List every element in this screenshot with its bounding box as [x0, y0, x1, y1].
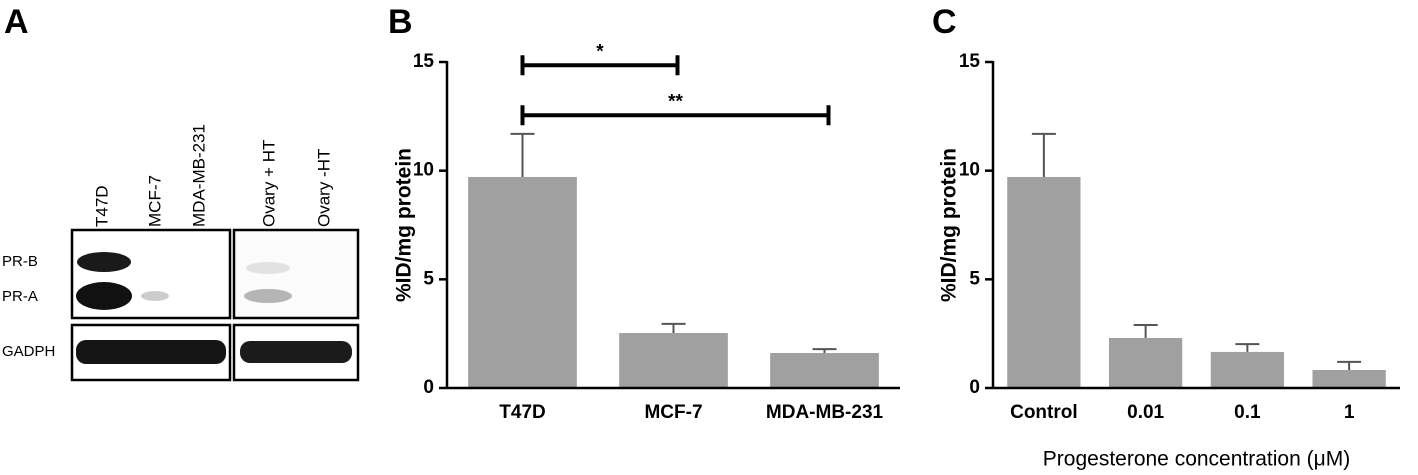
y-tick-label: 5 — [423, 268, 434, 289]
band — [77, 252, 131, 272]
y-tick-label: 0 — [423, 377, 434, 398]
y-tick-label: 5 — [969, 268, 980, 289]
x-tick-label: 0.01 — [1127, 402, 1164, 423]
error-bar — [1133, 323, 1158, 339]
bar — [1312, 369, 1386, 388]
band — [76, 282, 132, 310]
y-axis-label: %ID/mg protein — [938, 148, 961, 302]
x-tick-label: 1 — [1344, 402, 1355, 423]
error-bar — [812, 348, 837, 354]
error-bar — [510, 132, 535, 177]
panel-letter: B — [388, 3, 413, 41]
blot-frame — [232, 228, 360, 320]
row-label: PR-B — [2, 253, 38, 270]
significance-bracket — [520, 55, 680, 76]
row-label: PR-A — [2, 288, 38, 305]
x-tick-label: MDA-MB-231 — [766, 402, 884, 423]
band — [141, 291, 169, 301]
x-axis-label: Progesterone concentration (μM) — [1043, 448, 1350, 471]
band — [244, 289, 292, 303]
panel-letter: A — [4, 3, 29, 41]
bar — [619, 333, 728, 388]
y-tick-label: 10 — [413, 160, 434, 181]
significance-bracket — [520, 105, 831, 126]
bar — [1210, 351, 1285, 388]
y-axis-label: %ID/mg protein — [393, 148, 416, 302]
significance-label: ** — [668, 91, 683, 112]
error-bar — [1235, 343, 1260, 352]
lane-label: Ovary -HT — [314, 149, 333, 227]
lane-label: T47D — [92, 185, 111, 227]
band — [246, 262, 290, 274]
y-tick-label: 15 — [413, 51, 435, 72]
panel-letter: C — [932, 3, 957, 41]
x-tick-label: T47D — [499, 402, 545, 423]
x-tick-label: Control — [1010, 402, 1078, 423]
bar — [1108, 338, 1183, 388]
x-tick-label: MCF-7 — [644, 402, 702, 423]
error-bar — [661, 322, 686, 334]
error-bar — [1337, 360, 1362, 370]
bar — [1007, 176, 1081, 388]
row-label: GADPH — [2, 343, 55, 360]
y-tick-label: 15 — [959, 51, 981, 72]
band — [240, 341, 352, 363]
lane-label: Ovary + HT — [259, 140, 278, 227]
bar — [770, 353, 879, 388]
lane-label: MCF-7 — [145, 175, 164, 227]
band — [76, 340, 226, 364]
lane-label: MDA-MB-231 — [189, 124, 208, 227]
bar — [468, 176, 577, 388]
error-bar — [1031, 132, 1056, 177]
y-tick-label: 0 — [969, 377, 980, 398]
x-tick-label: 0.1 — [1234, 402, 1261, 423]
blot: PR-B PR-A GADPH T47D MCF-7 MDA-MB-231 Ov… — [2, 124, 360, 382]
significance-label: * — [596, 41, 604, 62]
y-tick-label: 10 — [959, 160, 980, 181]
